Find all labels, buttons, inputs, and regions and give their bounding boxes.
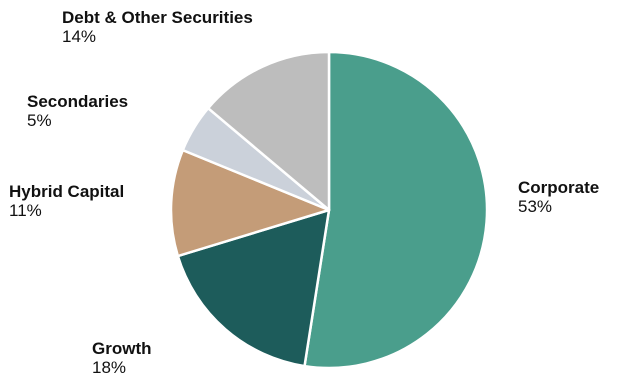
label-growth: Growth 18% <box>92 339 152 377</box>
label-corporate: Corporate 53% <box>518 178 599 216</box>
slice-name: Hybrid Capital <box>9 182 125 201</box>
slice-percent: 18% <box>92 358 127 378</box>
slice-name: Debt & Other Securities <box>62 8 253 27</box>
slice-name: Secondaries <box>27 92 129 111</box>
slice-percent: 11% <box>9 201 42 221</box>
pie-slice-debt-other-securities <box>206 50 331 212</box>
label-debt-other-securities: Debt & Other Securities 14% <box>62 8 253 46</box>
slice-percent: 5% <box>27 111 52 131</box>
slice-percent: 53% <box>518 197 553 217</box>
pie-slice-hybrid-capital <box>169 148 331 258</box>
pie-slice-growth <box>176 208 331 368</box>
label-hybrid-capital: Hybrid Capital 11% <box>9 182 124 220</box>
pie-slice-corporate <box>303 50 489 370</box>
slice-name: Growth <box>92 339 152 358</box>
slice-name: Corporate <box>518 178 600 197</box>
label-secondaries: Secondaries 5% <box>27 92 128 130</box>
slice-percent: 14% <box>62 27 97 47</box>
